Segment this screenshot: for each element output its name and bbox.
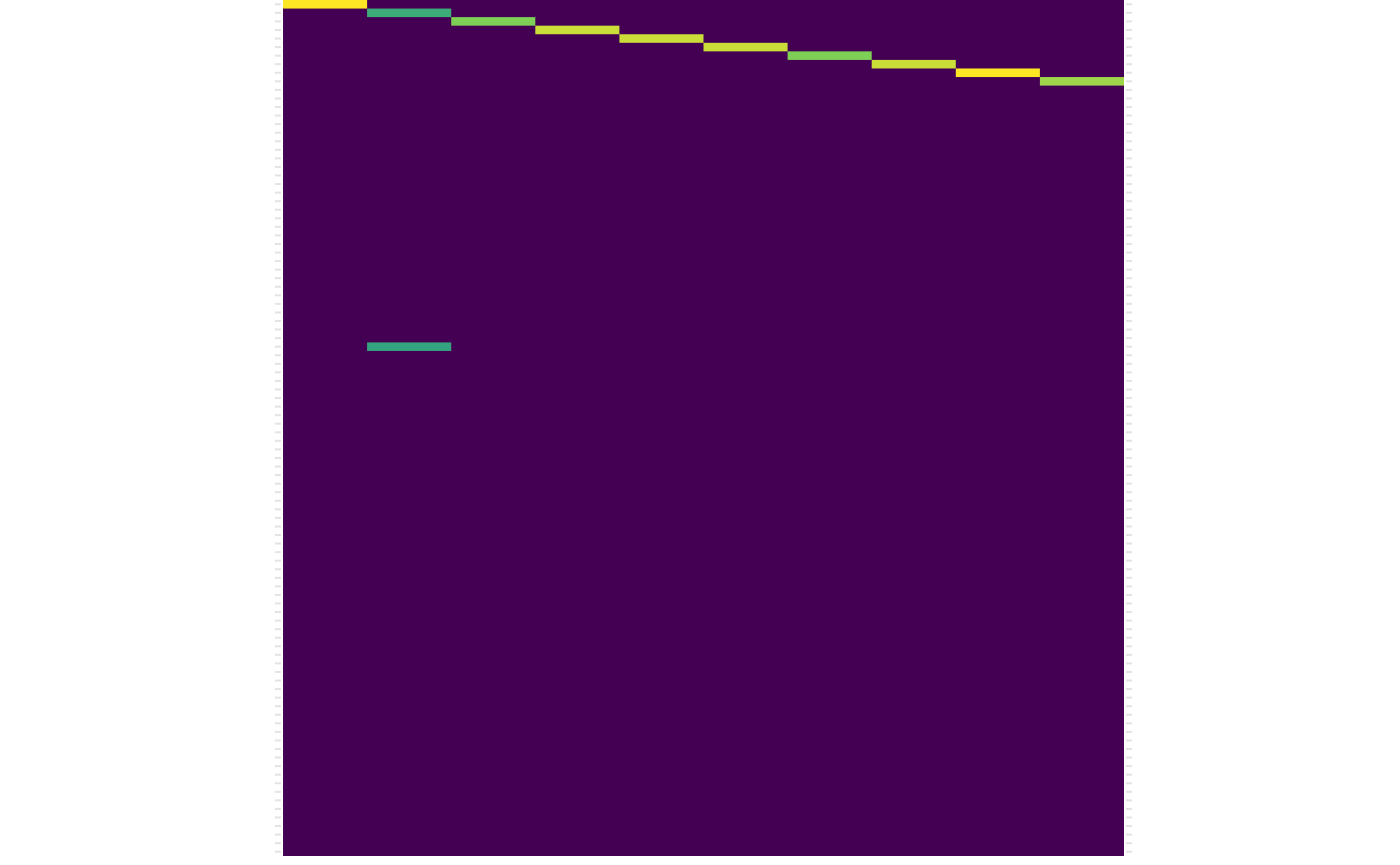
heatmap-cell (367, 342, 452, 351)
heatmap-cell (451, 17, 536, 26)
heatmap-cell (619, 34, 704, 43)
heatmap-cell (367, 8, 452, 18)
heatmap-cell (871, 59, 956, 69)
heatmap-cells (283, 0, 1124, 351)
heatmap-cell (535, 25, 620, 35)
heatmap-background (283, 0, 1124, 856)
heatmap-cell (1039, 77, 1124, 86)
y-tick-marks (275, 3, 1132, 853)
heatmap-cell (703, 42, 788, 52)
heatmap-cell (283, 0, 368, 9)
heatmap-cell (787, 51, 872, 60)
heatmap-cell (955, 68, 1040, 78)
